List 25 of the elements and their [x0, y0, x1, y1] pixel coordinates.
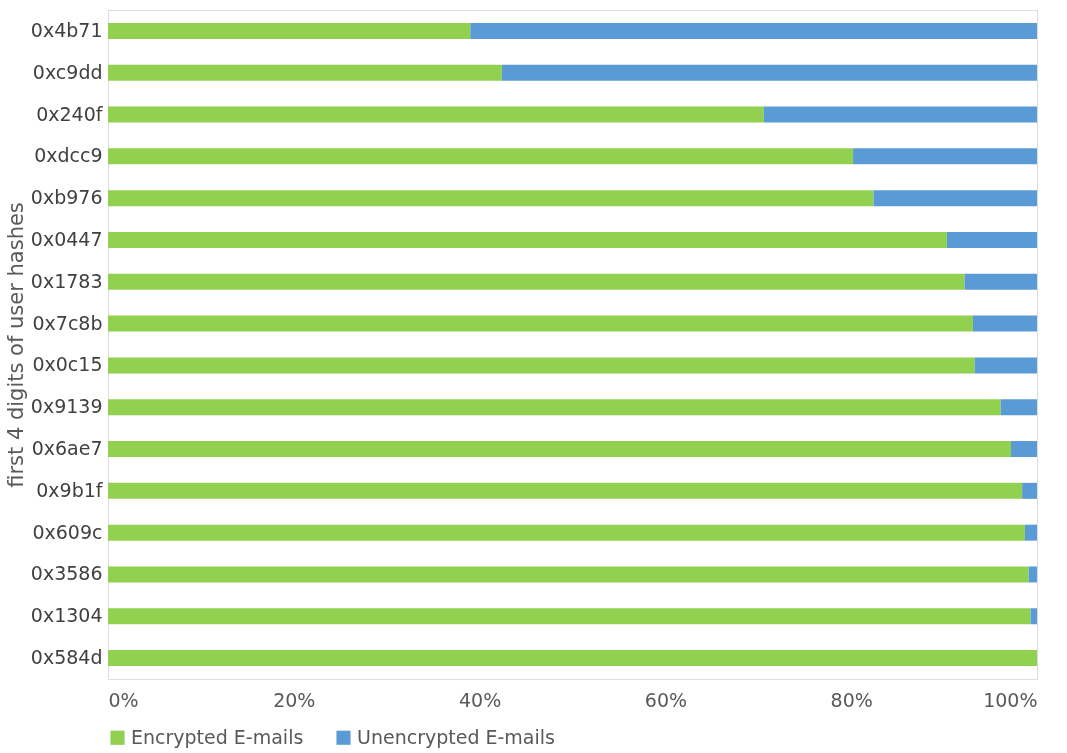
y-tick-label: 0x3586 — [30, 562, 103, 585]
x-tick-label: 0% — [108, 688, 139, 711]
y-axis-title: first 4 digits of user hashes — [3, 202, 28, 488]
y-tick-label: 0x584d — [30, 646, 103, 669]
y-tick-label: 0x0c15 — [32, 353, 103, 376]
y-tick-label: 0xb976 — [30, 186, 103, 209]
y-tick-label: 0x609c — [32, 520, 103, 543]
y-tick-label: 0x6ae7 — [31, 437, 103, 460]
y-tick-label: 0x9b1f — [36, 478, 104, 501]
y-tick-label: 0x0447 — [30, 227, 103, 250]
x-tick-label: 80% — [830, 688, 873, 711]
x-tick-label: 100% — [983, 688, 1038, 711]
y-tick-label: 0x1304 — [30, 604, 103, 627]
legend-label: Encrypted E-mails — [131, 725, 304, 748]
y-tick-label: 0x1783 — [30, 269, 103, 292]
legend-label: Unencrypted E-mails — [357, 725, 555, 748]
x-tick-label: 20% — [273, 688, 316, 711]
y-tick-label: 0x240f — [36, 102, 104, 125]
y-tick-label: 0x7c8b — [32, 311, 103, 334]
y-tick-label: 0x4b71 — [30, 18, 103, 41]
x-tick-label: 40% — [458, 688, 502, 711]
y-tick-label: 0xdcc9 — [34, 144, 103, 167]
x-tick-label: 60% — [644, 688, 688, 711]
y-tick-label: 0x9139 — [30, 395, 103, 418]
y-tick-label: 0xc9dd — [32, 60, 103, 83]
